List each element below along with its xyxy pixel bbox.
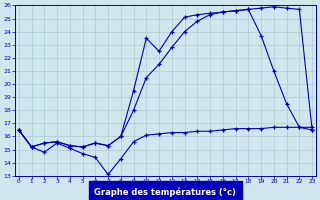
X-axis label: Graphe des températures (°c): Graphe des températures (°c) [94, 187, 236, 197]
